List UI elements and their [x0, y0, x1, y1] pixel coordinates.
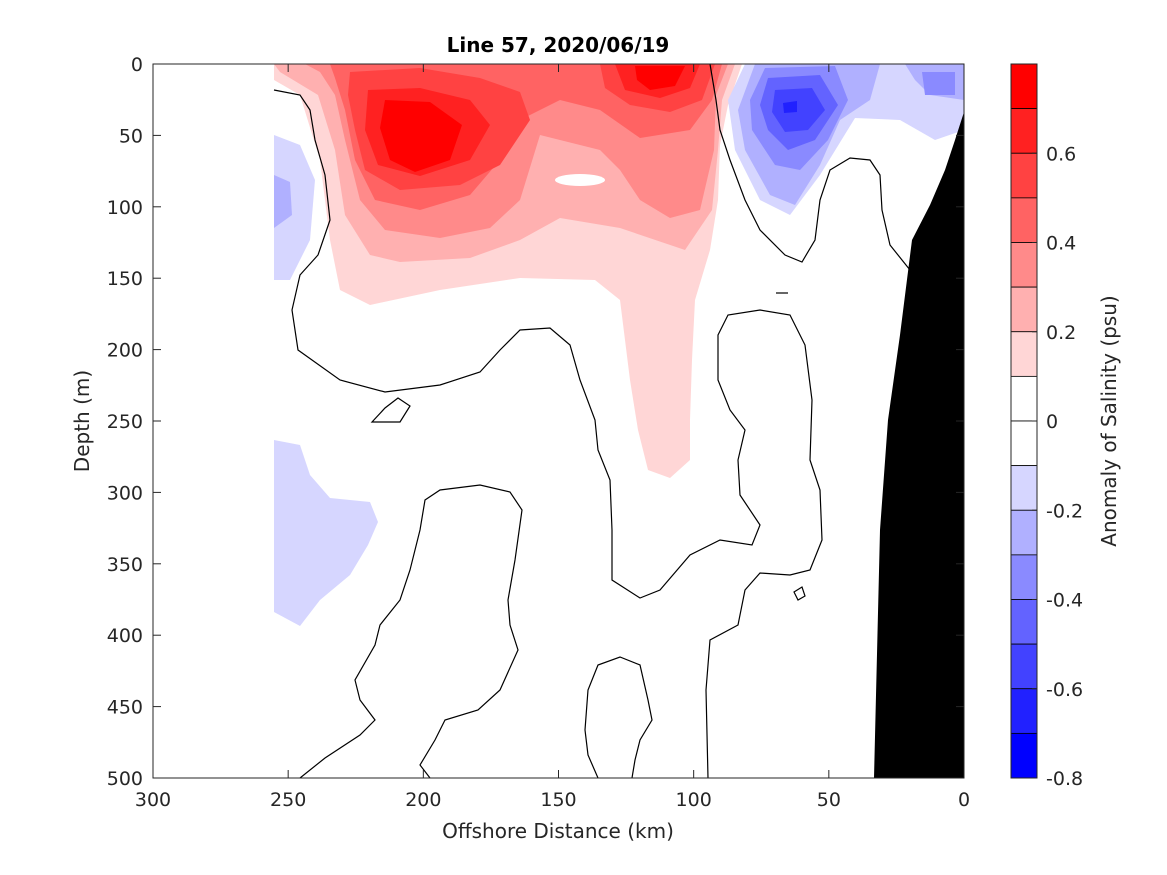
colorbar-tick-label: -0.2	[1046, 500, 1083, 522]
y-tick-label: 200	[107, 340, 143, 362]
colorbar-tick-label: 0.6	[1046, 143, 1076, 165]
y-tick-label: 450	[107, 697, 143, 719]
x-tick-label: 150	[540, 789, 576, 811]
x-tick-label: 0	[958, 789, 970, 811]
bathymetry-shelf	[874, 112, 964, 778]
y-tick-label: 400	[107, 625, 143, 647]
colorbar-segment	[1010, 197, 1038, 243]
x-tick-label: 300	[135, 789, 171, 811]
colorbar-segment	[1010, 108, 1038, 154]
colorbar-segment	[1010, 599, 1038, 645]
colorbar-segment	[1010, 152, 1038, 199]
y-tick-label: 150	[107, 268, 143, 290]
contour-fill-neg-0.5	[772, 88, 825, 132]
colorbar-tick-label: 0.4	[1046, 233, 1076, 255]
y-tick-label: 300	[107, 482, 143, 504]
contour-fill-pos-0.7	[380, 66, 685, 172]
colorbar-tick-label: -0.8	[1046, 768, 1083, 790]
contour-fill-neg-left-upper	[274, 135, 315, 280]
colorbar-segment	[1010, 688, 1038, 734]
colorbar-label: Anomaly of Salinity (psu)	[1097, 295, 1121, 546]
x-tick-label: 200	[405, 789, 441, 811]
contour-hole	[555, 174, 605, 186]
x-tick-label: 250	[270, 789, 306, 811]
x-tick-label: 100	[676, 789, 712, 811]
colorbar-segment	[1010, 732, 1038, 779]
contour-fill-neg-0.6	[783, 101, 797, 113]
colorbar	[1010, 63, 1038, 779]
y-axis: 0 50 100 150 200 250 300 350 400 450 500	[107, 54, 964, 790]
zero-contour-lines	[273, 64, 911, 778]
x-tick-label: 50	[817, 789, 841, 811]
colorbar-segment	[1010, 420, 1038, 467]
y-tick-label: 250	[107, 411, 143, 433]
colorbar-segment	[1010, 286, 1038, 333]
colorbar-segment	[1010, 509, 1038, 556]
zero-contour-7	[584, 656, 653, 778]
y-tick-label: 50	[119, 125, 143, 147]
y-tick-label: 500	[107, 768, 143, 790]
y-axis-label: Depth (m)	[70, 370, 94, 472]
colorbar-segment	[1010, 375, 1038, 422]
zero-contour-1	[273, 89, 823, 778]
x-axis: 300 250 200 150 100 50 0	[135, 64, 970, 811]
y-tick-label: 100	[107, 197, 143, 219]
colorbar-tick-label: -0.4	[1046, 590, 1083, 612]
colorbar-segment	[1010, 63, 1038, 110]
colorbar-segment	[1010, 554, 1038, 600]
colorbar-tick-label: 0.2	[1046, 322, 1076, 344]
colorbar-tick-label: 0	[1046, 411, 1058, 433]
colorbar-ticks: 0.6 0.4 0.2 0 -0.2 -0.4 -0.6 -0.8	[1032, 143, 1083, 790]
zero-contour-3	[370, 397, 411, 423]
contour-field	[273, 64, 964, 778]
zero-contour-5	[793, 586, 806, 601]
x-axis-label: Offshore Distance (km)	[442, 819, 674, 843]
y-tick-label: 350	[107, 554, 143, 576]
zero-contour-6	[299, 484, 523, 778]
contour-fill-neg-left-upper-2	[274, 175, 292, 228]
contour-fill-neg-left-lower	[274, 440, 378, 626]
colorbar-segment	[1010, 331, 1038, 377]
zero-contour-2	[709, 64, 911, 271]
colorbar-segment	[1010, 242, 1038, 288]
colorbar-segment	[1010, 643, 1038, 690]
colorbar-segment	[1010, 465, 1038, 511]
y-tick-label: 0	[131, 54, 143, 76]
colorbar-tick-label: -0.6	[1046, 679, 1083, 701]
chart-title: Line 57, 2020/06/19	[447, 33, 670, 57]
